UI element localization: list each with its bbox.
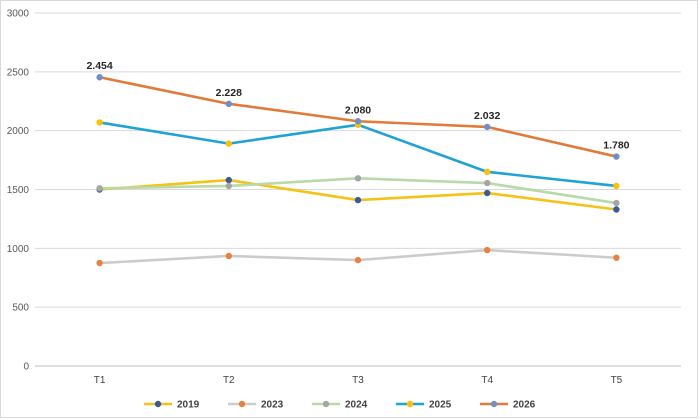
marker-2024 — [484, 179, 491, 187]
y-tick-label: 1000 — [7, 244, 30, 255]
x-tick-label: T1 — [94, 375, 106, 386]
marker-2019 — [354, 196, 362, 204]
legend-swatch-marker — [154, 400, 162, 408]
y-tick-label: 2000 — [7, 126, 30, 137]
marker-2024 — [613, 199, 620, 207]
legend-label: 2024 — [345, 400, 368, 411]
gridlines — [35, 12, 681, 367]
legend-label: 2023 — [261, 400, 284, 411]
data-label: 2.032 — [474, 110, 500, 122]
marker-2024 — [96, 185, 103, 192]
marker-2026 — [354, 118, 362, 125]
x-tick-label: T2 — [223, 375, 235, 386]
legend-swatch-marker — [490, 400, 498, 408]
data-label: 2.228 — [216, 87, 242, 99]
marker-2024 — [354, 175, 362, 182]
data-label: 2.080 — [345, 104, 371, 116]
series-line-2019 — [98, 178, 618, 211]
marker-2025 — [96, 119, 103, 126]
legend-item-2026: 2026 — [480, 400, 536, 411]
marker-2025 — [484, 168, 491, 176]
y-tick-label: 3000 — [7, 9, 30, 20]
x-tick-label: T5 — [611, 375, 623, 386]
legend-label: 2025 — [429, 400, 452, 411]
marker-2023 — [613, 254, 620, 261]
legend-item-2023: 2023 — [228, 400, 284, 411]
series-line-2026 — [98, 75, 618, 158]
y-axis-tick-labels: 0 500 1000 1500 2000 2500 3000 — [7, 9, 30, 373]
series-markers — [96, 74, 620, 267]
legend-label: 2026 — [513, 400, 536, 411]
legend-item-2025: 2025 — [396, 400, 452, 411]
marker-2023 — [354, 256, 362, 264]
data-label: 1.780 — [603, 140, 629, 152]
y-tick-label: 500 — [12, 303, 29, 314]
x-tick-label: T3 — [352, 375, 364, 386]
marker-2026 — [96, 74, 103, 81]
legend-label: 2019 — [177, 400, 200, 411]
marker-2026 — [225, 100, 232, 108]
x-tick-label: T4 — [481, 375, 493, 386]
legend-item-2024: 2024 — [312, 400, 368, 411]
marker-2026 — [613, 153, 620, 160]
data-labels: 2.454 2.228 2.080 2.032 1.780 — [86, 60, 629, 151]
marker-2019 — [484, 189, 491, 197]
legend: 2019 2023 2024 2025 2026 — [144, 400, 536, 411]
marker-2026 — [484, 123, 491, 131]
marker-2023 — [484, 246, 491, 254]
y-tick-label: 2500 — [7, 67, 30, 78]
marker-2019 — [613, 206, 620, 213]
legend-swatch-marker — [322, 400, 330, 408]
legend-item-2019: 2019 — [144, 400, 200, 411]
marker-2023 — [225, 252, 232, 260]
marker-2019 — [225, 176, 232, 184]
marker-2024 — [225, 182, 232, 190]
data-label: 2.454 — [86, 60, 112, 72]
x-axis-tick-labels: T1 T2 T3 T4 T5 — [94, 375, 623, 386]
legend-swatch-marker — [406, 400, 414, 408]
marker-2023 — [96, 259, 103, 267]
y-tick-label: 0 — [23, 362, 29, 373]
marker-2025 — [613, 182, 620, 190]
marker-2025 — [225, 140, 232, 147]
legend-swatch-marker — [238, 400, 246, 408]
y-tick-label: 1500 — [7, 185, 30, 196]
